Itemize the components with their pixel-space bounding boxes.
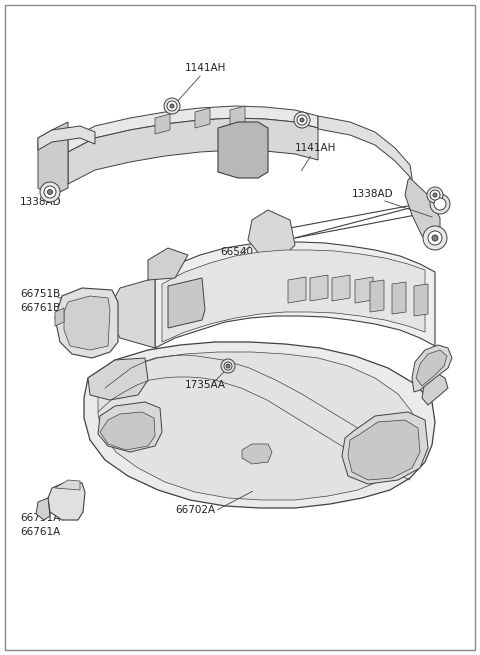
Polygon shape (288, 277, 306, 303)
Polygon shape (218, 122, 268, 178)
Polygon shape (98, 352, 415, 500)
Polygon shape (155, 114, 170, 134)
Polygon shape (412, 345, 452, 392)
Polygon shape (64, 296, 110, 350)
Polygon shape (162, 250, 425, 342)
Circle shape (423, 226, 447, 250)
Text: 66790: 66790 (388, 425, 421, 435)
Polygon shape (332, 275, 350, 301)
Circle shape (433, 193, 437, 197)
Text: 66751A: 66751A (20, 513, 60, 523)
Text: 1141AH: 1141AH (185, 63, 227, 73)
Circle shape (48, 189, 52, 195)
Polygon shape (414, 284, 428, 316)
Polygon shape (108, 278, 155, 348)
Polygon shape (68, 118, 318, 184)
Text: 1338AD: 1338AD (20, 197, 61, 207)
Text: 1735AA: 1735AA (185, 380, 226, 390)
Text: 66761A: 66761A (20, 527, 60, 537)
Circle shape (40, 182, 60, 202)
Polygon shape (195, 108, 210, 128)
Polygon shape (348, 420, 420, 480)
Polygon shape (155, 242, 435, 348)
Polygon shape (242, 444, 272, 464)
Polygon shape (48, 482, 85, 520)
Text: 1141AH: 1141AH (295, 143, 336, 153)
Polygon shape (55, 480, 80, 490)
Circle shape (432, 235, 438, 241)
Polygon shape (55, 288, 118, 358)
Polygon shape (416, 350, 447, 386)
Polygon shape (370, 280, 384, 312)
Circle shape (164, 98, 180, 114)
Polygon shape (88, 358, 148, 400)
Polygon shape (230, 106, 245, 126)
Text: 66751B: 66751B (20, 289, 60, 299)
Text: 1338AD: 1338AD (352, 189, 394, 199)
Polygon shape (36, 498, 50, 520)
Polygon shape (55, 308, 64, 326)
Polygon shape (355, 277, 373, 303)
Polygon shape (38, 122, 68, 196)
Circle shape (300, 118, 304, 122)
Circle shape (427, 187, 443, 203)
Circle shape (170, 104, 174, 108)
Text: 66761B: 66761B (20, 303, 60, 313)
Polygon shape (84, 342, 435, 508)
Circle shape (226, 364, 230, 368)
Polygon shape (100, 412, 155, 450)
Circle shape (430, 190, 440, 200)
Circle shape (294, 112, 310, 128)
Polygon shape (148, 248, 188, 280)
Polygon shape (405, 178, 440, 240)
Polygon shape (422, 372, 448, 405)
Polygon shape (310, 275, 328, 301)
Circle shape (297, 115, 307, 125)
Polygon shape (392, 282, 406, 314)
Circle shape (167, 101, 177, 111)
Circle shape (434, 198, 446, 210)
Circle shape (428, 231, 442, 245)
Polygon shape (38, 126, 95, 150)
Circle shape (430, 194, 450, 214)
Polygon shape (98, 402, 162, 452)
Polygon shape (342, 412, 428, 484)
Polygon shape (168, 278, 205, 328)
Polygon shape (248, 210, 295, 260)
Polygon shape (318, 116, 412, 190)
Text: 66702A: 66702A (175, 505, 215, 515)
Circle shape (221, 359, 235, 373)
Circle shape (44, 186, 56, 198)
Circle shape (224, 362, 232, 370)
Text: 66540: 66540 (220, 247, 253, 257)
Polygon shape (68, 106, 318, 152)
